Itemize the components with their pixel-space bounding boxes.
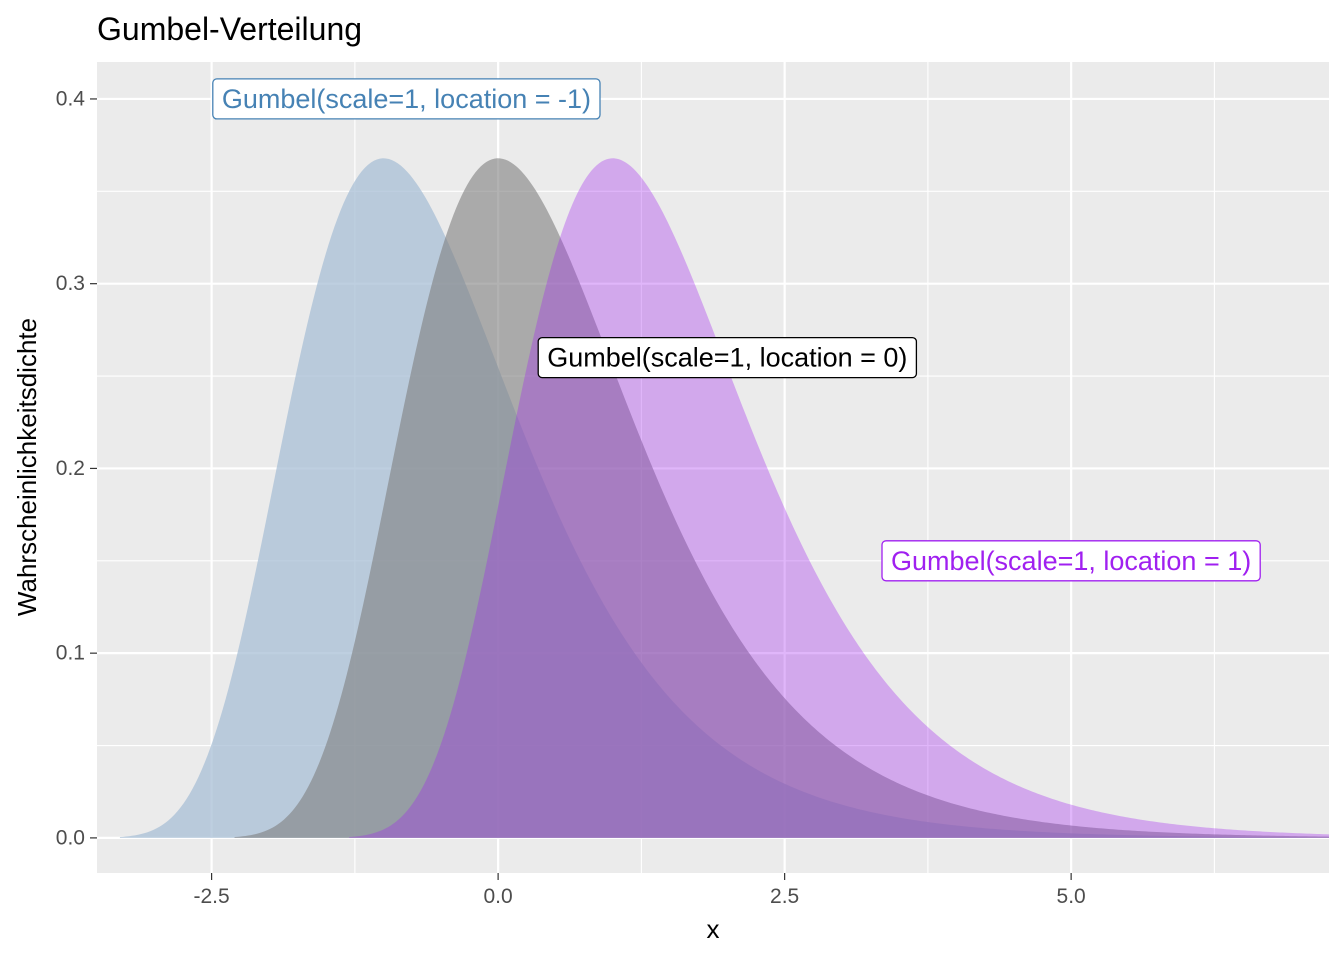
chart-title: Gumbel-Verteilung [97,11,362,47]
y-tick-label: 0.2 [56,457,85,480]
x-tick-label: 5.0 [1057,885,1086,908]
annotation-box [881,540,1261,582]
annotation-text: Gumbel(scale=1, location = -1) [222,84,591,114]
annotation-label-3: Gumbel(scale=1, location = 1) [881,540,1261,582]
y-tick-label: 0.0 [56,826,85,849]
density-area-3 [349,158,1329,838]
density-areas [119,158,1329,838]
density-area-2 [234,158,1329,838]
x-tick-label: 2.5 [770,885,799,908]
y-tick-label: 0.3 [56,272,85,295]
x-axis-title: x [707,914,720,944]
y-tick-label: 0.4 [56,87,86,110]
annotation-text: Gumbel(scale=1, location = 1) [891,546,1251,576]
annotation-box [212,78,601,120]
x-tick-label: 0.0 [484,885,513,908]
annotation-box [537,336,918,379]
y-tick-label: 0.1 [56,642,85,665]
y-axis: 0.0 0.1 0.2 0.3 0.4 [56,87,97,849]
annotation-text: Gumbel(scale=1, location = 0) [547,343,907,373]
y-axis-title: Wahrscheinlichkeitsdichte [12,318,42,616]
annotation-label-2: Gumbel(scale=1, location = 0) [537,336,918,379]
x-axis: -2.5 0.0 2.5 5.0 [194,873,1086,908]
annotations: Gumbel(scale=1, location = -1) Gumbel(sca… [212,78,1261,582]
x-tick-label: -2.5 [194,885,230,908]
annotation-label-1: Gumbel(scale=1, location = -1) [212,78,601,120]
